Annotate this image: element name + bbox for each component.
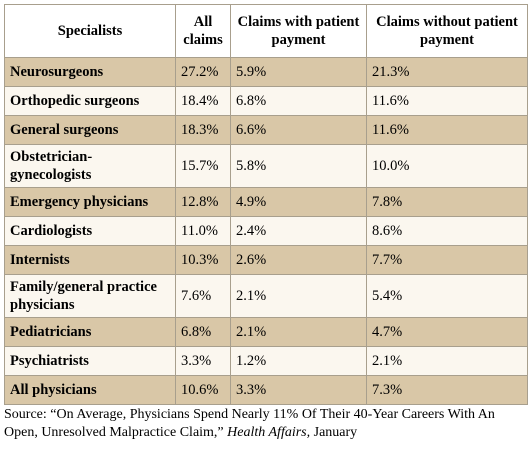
table-row: Psychiatrists 3.3% 1.2% 2.1% — [4, 346, 528, 376]
table-row: Emergency physicians 12.8% 4.9% 7.8% — [4, 187, 528, 217]
without-payment-cell: 10.0% — [366, 144, 528, 188]
all-claims-cell: 10.3% — [175, 245, 231, 275]
all-claims-cell: 27.2% — [175, 57, 231, 87]
specialist-cell: Pediatricians — [4, 317, 176, 347]
without-payment-cell: 11.6% — [366, 115, 528, 145]
specialist-cell: Orthopedic surgeons — [4, 86, 176, 116]
all-claims-cell: 12.8% — [175, 187, 231, 217]
header-specialists: Specialists — [4, 4, 176, 58]
table-row: Internists 10.3% 2.6% 7.7% — [4, 245, 528, 275]
specialist-cell: General surgeons — [4, 115, 176, 145]
specialist-cell: Obstetrician-gynecologists — [4, 144, 176, 188]
specialist-cell: Family/general practice physicians — [4, 274, 176, 318]
malpractice-claims-table: Specialists All claims Claims with patie… — [4, 4, 528, 405]
with-payment-cell: 5.9% — [230, 57, 367, 87]
table-row: Pediatricians 6.8% 2.1% 4.7% — [4, 317, 528, 347]
all-claims-cell: 3.3% — [175, 346, 231, 376]
specialist-cell: Neurosurgeons — [4, 57, 176, 87]
with-payment-cell: 3.3% — [230, 375, 367, 405]
specialist-cell: Emergency physicians — [4, 187, 176, 217]
with-payment-cell: 5.8% — [230, 144, 367, 188]
with-payment-cell: 2.4% — [230, 216, 367, 246]
without-payment-cell: 7.8% — [366, 187, 528, 217]
without-payment-cell: 7.3% — [366, 375, 528, 405]
without-payment-cell: 21.3% — [366, 57, 528, 87]
specialist-cell: Psychiatrists — [4, 346, 176, 376]
all-claims-cell: 7.6% — [175, 274, 231, 318]
all-claims-cell: 11.0% — [175, 216, 231, 246]
specialist-cell: All physicians — [4, 375, 176, 405]
table-row: Neurosurgeons 27.2% 5.9% 21.3% — [4, 57, 528, 87]
document: Specialists All claims Claims with patie… — [4, 4, 528, 442]
specialist-cell: Internists — [4, 245, 176, 275]
with-payment-cell: 4.9% — [230, 187, 367, 217]
table-row: Obstetrician-gynecologists 15.7% 5.8% 10… — [4, 144, 528, 188]
without-payment-cell: 2.1% — [366, 346, 528, 376]
source-citation: Source: “On Average, Physicians Spend Ne… — [4, 406, 527, 442]
with-payment-cell: 6.6% — [230, 115, 367, 145]
without-payment-cell: 4.7% — [366, 317, 528, 347]
without-payment-cell: 7.7% — [366, 245, 528, 275]
with-payment-cell: 1.2% — [230, 346, 367, 376]
without-payment-cell: 5.4% — [366, 274, 528, 318]
table-row: Family/general practice physicians 7.6% … — [4, 274, 528, 318]
table-row: General surgeons 18.3% 6.6% 11.6% — [4, 115, 528, 145]
source-text: Source: “On Average, Physicians Spend Ne… — [4, 407, 495, 440]
with-payment-cell: 6.8% — [230, 86, 367, 116]
all-claims-cell: 10.6% — [175, 375, 231, 405]
without-payment-cell: 11.6% — [366, 86, 528, 116]
header-claims-with-payment: Claims with patient payment — [230, 4, 367, 58]
table-row-total: All physicians 10.6% 3.3% 7.3% — [4, 375, 528, 405]
specialist-cell: Cardiologists — [4, 216, 176, 246]
all-claims-cell: 6.8% — [175, 317, 231, 347]
source-date: January — [310, 425, 358, 440]
all-claims-cell: 18.3% — [175, 115, 231, 145]
header-all-claims: All claims — [175, 4, 231, 58]
source-journal: Health Affairs, — [227, 425, 311, 440]
table-header-row: Specialists All claims Claims with patie… — [4, 4, 528, 58]
with-payment-cell: 2.6% — [230, 245, 367, 275]
without-payment-cell: 8.6% — [366, 216, 528, 246]
all-claims-cell: 15.7% — [175, 144, 231, 188]
table-row: Cardiologists 11.0% 2.4% 8.6% — [4, 216, 528, 246]
with-payment-cell: 2.1% — [230, 317, 367, 347]
header-claims-without-payment: Claims without patient payment — [366, 4, 528, 58]
with-payment-cell: 2.1% — [230, 274, 367, 318]
all-claims-cell: 18.4% — [175, 86, 231, 116]
table-row: Orthopedic surgeons 18.4% 6.8% 11.6% — [4, 86, 528, 116]
